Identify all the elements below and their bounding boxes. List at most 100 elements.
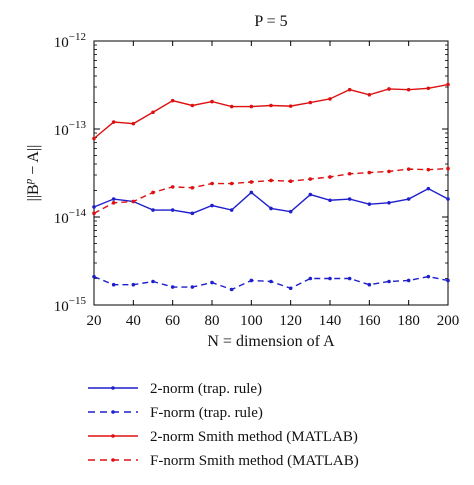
series-point-2	[308, 100, 313, 105]
series-point-1	[406, 278, 411, 283]
series-point-1	[249, 278, 254, 283]
series-point-1	[151, 279, 155, 284]
series-point-3	[288, 179, 293, 184]
series-point-3	[190, 185, 195, 190]
series-point-1	[229, 287, 234, 292]
y-tick-base: 10	[54, 123, 69, 139]
legend-marker-2	[111, 434, 115, 438]
series-point-2	[367, 92, 372, 97]
series-point-2	[229, 104, 234, 109]
series-point-3	[406, 167, 411, 171]
series-point-1	[111, 282, 116, 287]
series-point-0	[269, 206, 273, 211]
legend-label: 2-norm Smith method (MATLAB)	[150, 429, 358, 445]
series-point-1	[288, 286, 293, 291]
x-tick-labels: 20 40 60 80 100 120 140 160 180 200	[87, 313, 460, 329]
series-point-3	[210, 181, 214, 186]
series-point-2	[92, 136, 96, 141]
y-tick-base: 10	[54, 299, 69, 315]
series-point-3	[131, 199, 136, 204]
series-point-1	[92, 274, 96, 279]
y-tick-base: 10	[54, 211, 69, 227]
x-tick-label: 160	[358, 313, 381, 329]
x-tick-label: 140	[319, 313, 342, 329]
series-point-2	[328, 97, 332, 101]
legend-label: F-norm Smith method (MATLAB)	[150, 453, 359, 469]
series-point-0	[249, 190, 254, 195]
legend-marker-1	[111, 410, 115, 414]
series-point-0	[92, 205, 96, 209]
series-point-2	[210, 99, 214, 104]
legend-label: 2-norm (trap. rule)	[150, 381, 262, 397]
y-tick-label: 10−13	[54, 119, 87, 139]
series-point-0	[426, 186, 431, 191]
x-tick-label: 100	[240, 313, 263, 329]
series-point-1	[387, 279, 391, 284]
x-tick-label: 20	[87, 313, 102, 329]
series-point-2	[269, 103, 273, 108]
series-point-1	[269, 279, 273, 284]
y-axis-label: ||Bp − A||	[23, 145, 42, 202]
series-point-2	[347, 87, 352, 92]
series-point-3	[92, 211, 96, 216]
series-point-3	[328, 175, 332, 179]
series-point-2	[170, 98, 175, 103]
series-point-3	[387, 169, 391, 174]
series-point-0	[190, 211, 195, 216]
series-point-1	[367, 282, 372, 287]
series-point-0	[367, 202, 372, 206]
series-point-3	[426, 167, 431, 172]
series-point-1	[131, 282, 136, 287]
series-point-0	[347, 197, 352, 201]
series-layer	[92, 82, 450, 292]
series-point-2	[387, 87, 391, 91]
series-point-2	[249, 104, 254, 109]
y-tick-label: 10−14	[54, 207, 87, 227]
series-point-0	[328, 198, 332, 203]
x-tick-label: 180	[397, 313, 420, 329]
series-point-2	[131, 121, 136, 126]
series-point-0	[229, 208, 234, 212]
series-point-2	[151, 110, 155, 115]
x-tick-label: 200	[437, 313, 460, 329]
y-tick-exponent: −14	[69, 207, 87, 219]
y-tick-exponent: −13	[69, 119, 87, 131]
y-tick-base: 10	[54, 35, 69, 51]
series-point-1	[446, 278, 450, 283]
series-point-0	[308, 192, 313, 197]
series-point-3	[308, 177, 313, 181]
series-line-3	[93, 167, 449, 214]
series-point-0	[446, 197, 450, 201]
series-point-3	[170, 185, 175, 189]
legend-marker-3	[111, 458, 115, 462]
series-point-2	[446, 82, 450, 87]
series-point-1	[210, 280, 214, 285]
series-point-3	[269, 178, 273, 183]
y-tick-label: 10−15	[54, 295, 87, 315]
series-point-3	[446, 166, 450, 171]
series-point-0	[170, 208, 175, 212]
chart-title: P = 5	[254, 13, 287, 30]
series-point-0	[111, 197, 116, 201]
x-tick-label: 120	[279, 313, 302, 329]
series-point-3	[229, 181, 234, 186]
y-tick-exponent: −15	[69, 295, 87, 307]
series-line-2	[93, 83, 449, 140]
series-point-0	[406, 197, 411, 201]
series-point-3	[151, 190, 155, 195]
series-point-2	[426, 86, 431, 91]
legend-label: F-norm (trap. rule)	[150, 405, 263, 421]
series-point-3	[347, 171, 352, 176]
series-point-3	[249, 180, 254, 184]
x-tick-label: 40	[126, 313, 141, 329]
series-point-0	[387, 200, 391, 205]
x-axis-label: N = dimension of A	[207, 333, 335, 350]
series-point-2	[111, 120, 116, 124]
series-point-1	[308, 276, 313, 281]
series-point-1	[347, 276, 352, 281]
series-point-0	[210, 203, 214, 208]
series-point-1	[328, 276, 332, 281]
axis-ticks	[93, 40, 449, 306]
series-point-3	[367, 170, 372, 175]
